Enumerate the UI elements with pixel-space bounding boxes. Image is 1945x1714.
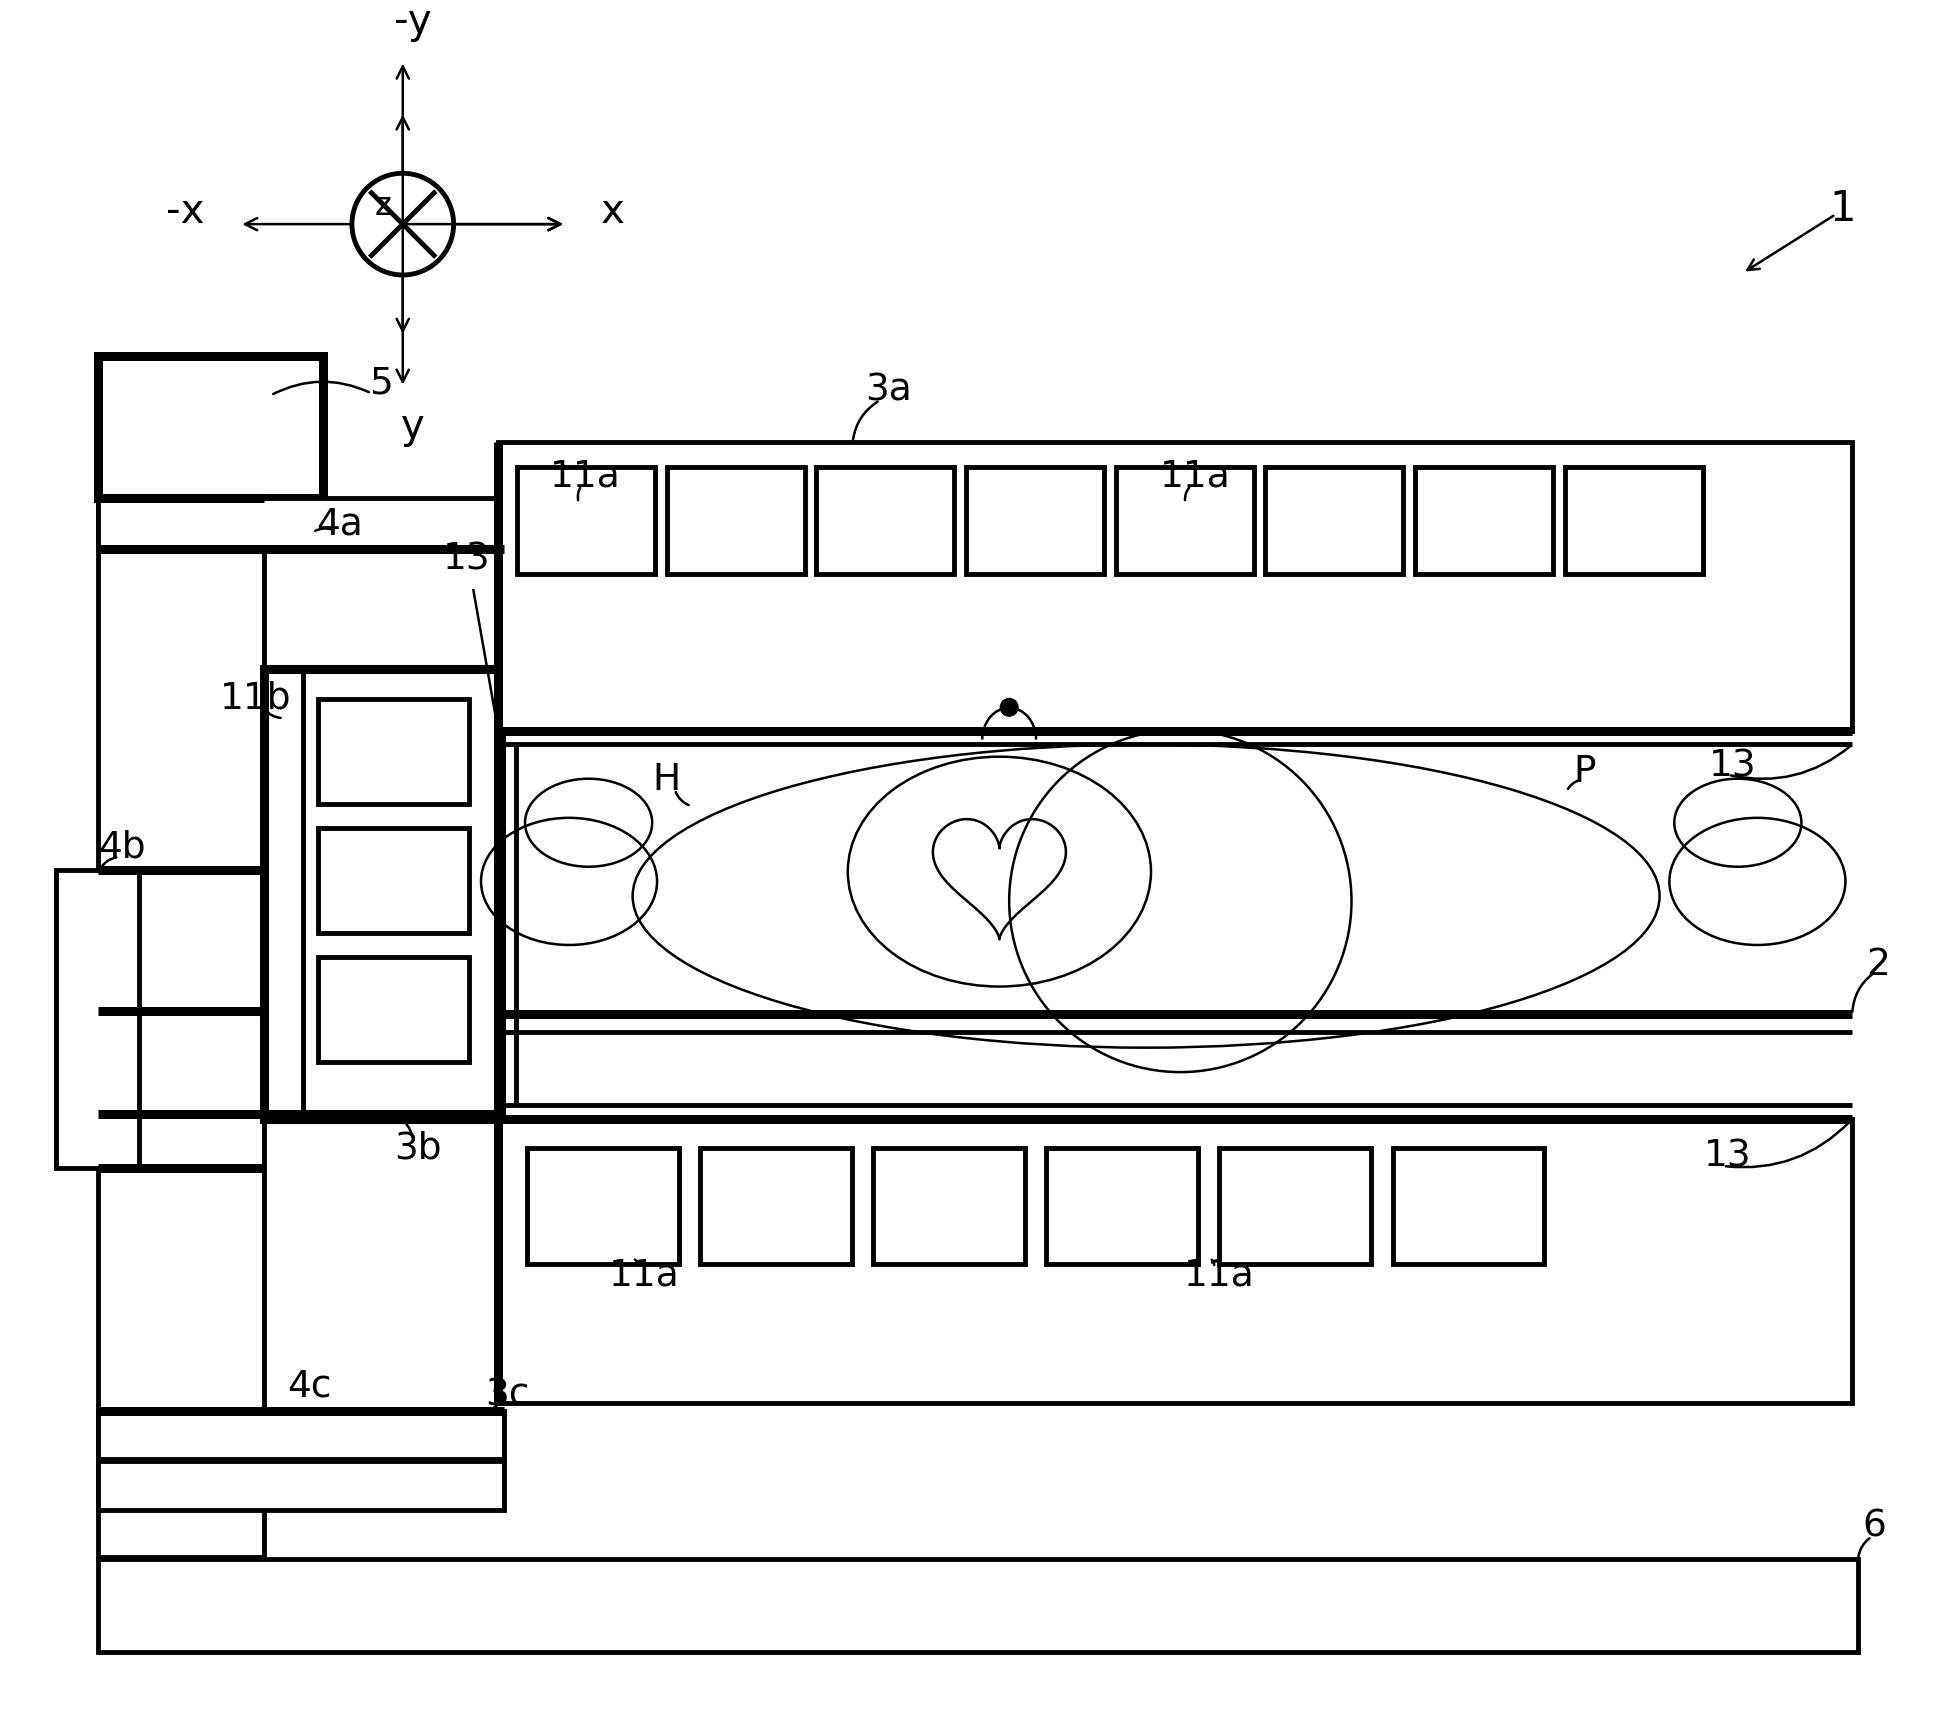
Text: 3b: 3b	[393, 1131, 442, 1167]
Text: 3a: 3a	[866, 372, 912, 408]
Text: -x: -x	[167, 192, 204, 233]
Bar	[317, 828, 469, 932]
Bar	[97, 1411, 504, 1459]
Bar	[97, 1462, 504, 1510]
Bar	[97, 499, 504, 547]
Bar	[527, 1148, 679, 1263]
Bar	[317, 956, 469, 1063]
Bar	[56, 869, 138, 1167]
Text: 5: 5	[370, 365, 393, 401]
Text: -y: -y	[393, 2, 432, 41]
Bar	[1220, 1148, 1371, 1263]
Text: 11a: 11a	[609, 1258, 679, 1294]
Text: y: y	[401, 406, 424, 447]
Bar	[97, 357, 265, 1558]
Text: 1: 1	[1828, 189, 1856, 230]
Text: 2: 2	[1865, 946, 1891, 982]
Text: 13: 13	[1710, 749, 1756, 785]
Bar	[873, 1148, 1025, 1263]
Text: 13: 13	[1704, 1138, 1752, 1174]
Bar	[1266, 466, 1404, 574]
Bar	[700, 1148, 852, 1263]
Bar	[97, 357, 323, 499]
Text: H: H	[654, 761, 681, 797]
Bar	[498, 1119, 1852, 1402]
Bar	[317, 699, 469, 804]
Text: 3c: 3c	[484, 1378, 529, 1414]
Text: 4c: 4c	[288, 1368, 333, 1404]
Bar	[517, 466, 655, 574]
Bar	[97, 1560, 1857, 1652]
Text: 4b: 4b	[99, 830, 146, 866]
Bar	[1416, 466, 1552, 574]
Text: 11b: 11b	[220, 680, 292, 716]
Text: x: x	[601, 192, 624, 233]
Text: 11a: 11a	[550, 458, 620, 494]
Bar	[1393, 1148, 1544, 1263]
Text: 6: 6	[1863, 1508, 1887, 1544]
Circle shape	[1000, 699, 1017, 716]
Bar	[265, 668, 500, 1119]
Bar	[1564, 466, 1702, 574]
Bar	[817, 466, 955, 574]
Bar	[498, 442, 1852, 730]
Text: 4a: 4a	[315, 506, 362, 542]
Bar	[1116, 466, 1255, 574]
Text: 13: 13	[443, 542, 490, 578]
Text: 11a: 11a	[1185, 1258, 1255, 1294]
Text: P: P	[1574, 754, 1595, 790]
Text: z: z	[375, 190, 391, 223]
Text: 11a: 11a	[1159, 458, 1231, 494]
Bar	[667, 466, 805, 574]
Bar	[967, 466, 1105, 574]
Bar	[1046, 1148, 1198, 1263]
